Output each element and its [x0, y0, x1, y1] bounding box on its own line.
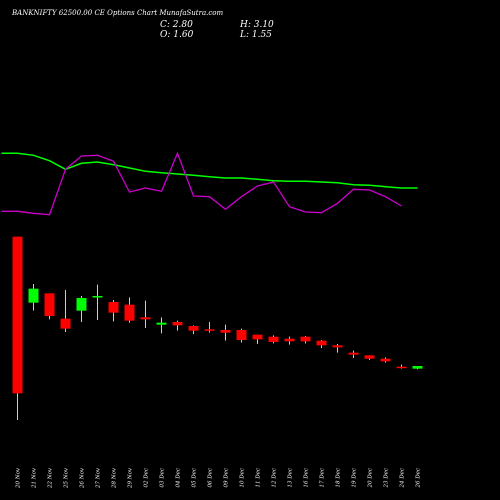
candle-body [188, 326, 199, 331]
x-tick-label: 13 Dec [288, 468, 294, 488]
candle-body [92, 296, 103, 298]
x-tick-label: 05 Dec [192, 468, 198, 488]
candle-body [172, 322, 183, 326]
x-tick-label: 04 Dec [176, 468, 182, 488]
candle-body [364, 355, 375, 359]
candle-body [124, 304, 135, 321]
candle-body [44, 293, 55, 316]
x-tick-label: 26 Dec [416, 468, 422, 489]
ma-line [1, 152, 418, 189]
x-tick-label: 11 Dec [256, 468, 262, 488]
x-tick-label: 27 Nov [96, 467, 102, 489]
x-tick-label: 29 Nov [128, 467, 134, 489]
candle-body [156, 322, 167, 325]
x-tick-label: 20 Dec [368, 468, 374, 489]
x-tick-label: 25 Nov [64, 467, 70, 489]
x-axis-labels: 20 Nov 21 Nov 22 Nov 25 Nov 26 Nov 27 Nov 28 N… [16, 467, 422, 489]
x-tick-label: 18 Dec [336, 468, 342, 488]
x-tick-label: 17 Dec [320, 468, 326, 488]
candle-body [76, 298, 87, 311]
x-tick-label: 28 Nov [112, 467, 118, 489]
x-tick-label: 09 Dec [224, 468, 230, 488]
x-tick-label: 24 Dec [400, 468, 406, 489]
x-tick-label: 23 Dec [384, 468, 390, 489]
x-tick-label: 21 Nov [32, 467, 38, 489]
x-tick-label: 02 Dec [144, 468, 150, 488]
candle-body [284, 338, 295, 342]
indicator-line [1, 151, 402, 216]
candle-body [12, 236, 23, 394]
candle-body [396, 366, 407, 369]
x-tick-label: 22 Nov [48, 467, 54, 489]
x-tick-label: 19 Dec [352, 468, 358, 488]
low-value: L: 1.55 [240, 30, 272, 40]
candle-body [140, 317, 151, 320]
open-value: O: 1.60 [160, 30, 194, 40]
candles [12, 236, 423, 420]
x-tick-label: 12 Dec [272, 468, 278, 488]
candle-body [252, 334, 263, 340]
candle-body [268, 336, 279, 342]
indicator-lines [1, 151, 418, 216]
candle-body [108, 302, 119, 313]
candle-body [348, 352, 359, 355]
close-value: C: 2.80 [160, 20, 193, 30]
x-tick-label: 16 Dec [304, 468, 310, 488]
candle-body [316, 340, 327, 346]
candle-body [300, 336, 311, 342]
candle-body [380, 358, 391, 362]
candle-body [28, 288, 39, 303]
x-tick-label: 20 Nov [16, 467, 22, 489]
candle-body [236, 330, 247, 340]
candle-body [204, 329, 215, 331]
candle-body [332, 345, 343, 348]
x-tick-label: 10 Dec [240, 468, 246, 488]
candle-body [412, 366, 423, 369]
candle-body [220, 330, 231, 333]
x-tick-label: 06 Dec [208, 468, 214, 488]
chart-title: BANKNIFTY 62500.00 CE Options Chart Muna… [12, 9, 224, 17]
x-tick-label: 26 Nov [80, 467, 86, 489]
x-tick-label: 03 Dec [160, 468, 166, 488]
high-value: H: 3.10 [240, 20, 274, 30]
candle-body [60, 318, 71, 329]
